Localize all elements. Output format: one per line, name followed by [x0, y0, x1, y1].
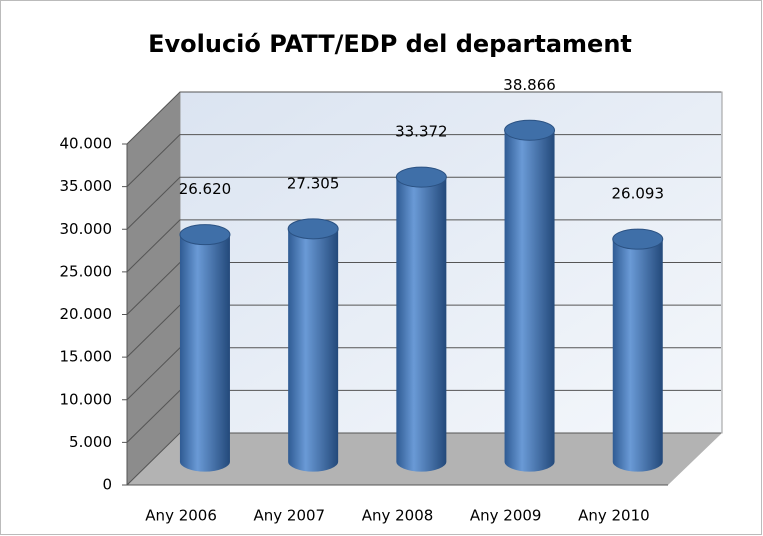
x-tick-label: Any 2010	[578, 507, 650, 525]
value-label: 26.093	[612, 185, 665, 203]
value-label: 26.620	[179, 180, 232, 198]
value-label: 33.372	[395, 123, 448, 141]
cylinder-body	[396, 177, 447, 472]
y-tick-label: 20.000	[60, 305, 113, 323]
x-tick-label: Any 2009	[470, 507, 542, 525]
y-tick-label: 0	[102, 476, 112, 494]
y-tick-label: 35.000	[60, 177, 113, 195]
bar	[612, 228, 664, 472]
value-label: 38.866	[503, 76, 556, 94]
bar	[504, 119, 556, 472]
y-tick-label: 25.000	[60, 262, 113, 280]
cylinder-body	[504, 130, 555, 472]
y-tick-label: 10.000	[60, 390, 113, 408]
x-tick-label: Any 2006	[145, 507, 217, 525]
y-tick-label: 5.000	[69, 433, 112, 451]
grid-line	[126, 91, 721, 145]
x-tick-label: Any 2008	[362, 507, 434, 525]
cylinder-top	[287, 218, 339, 240]
y-tick-label: 40.000	[60, 135, 113, 153]
bar	[179, 224, 231, 472]
cylinder-body	[612, 239, 663, 472]
y-tick-label: 30.000	[60, 220, 113, 238]
bar	[395, 166, 447, 472]
cylinder-body	[179, 234, 230, 472]
cylinder-top	[504, 119, 556, 141]
y-tick-label: 15.000	[60, 348, 113, 366]
cylinder-top	[179, 224, 231, 246]
x-tick-label: Any 2007	[254, 507, 326, 525]
cylinder-top	[612, 228, 664, 250]
bar	[287, 218, 339, 472]
cylinder-top	[395, 166, 447, 188]
chart-title: Evolució PATT/EDP del departament	[148, 30, 632, 58]
cylinder-body	[288, 228, 339, 472]
value-label: 27.305	[287, 174, 340, 192]
